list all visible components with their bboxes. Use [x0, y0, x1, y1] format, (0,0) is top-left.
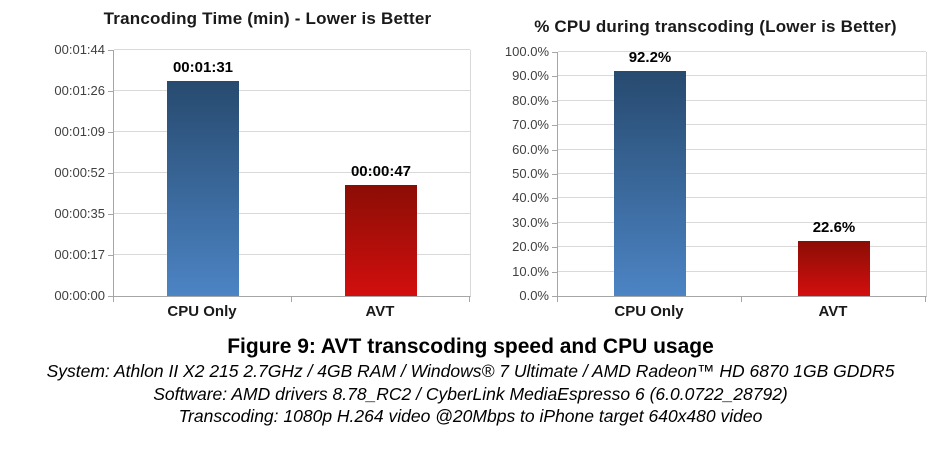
- x-axis-tick: [469, 297, 470, 302]
- y-axis-tick-label: 70.0%: [512, 117, 549, 133]
- x-axis-category-label: AVT: [818, 303, 848, 320]
- gridline: [114, 89, 470, 91]
- y-axis-tick-label: 00:00:17: [54, 247, 105, 262]
- y-axis-tick-label: 00:01:26: [54, 82, 105, 98]
- gridline: [558, 246, 926, 248]
- gridline: [558, 221, 926, 223]
- x-axis-category-label: CPU Only: [167, 303, 237, 320]
- transcoding-info-line: Transcoding: 1080p H.264 video @20Mbps t…: [178, 406, 763, 426]
- y-axis-tick: [108, 173, 113, 174]
- bar-value-label: 00:00:47: [350, 162, 412, 180]
- gridline: [558, 124, 926, 126]
- bar-avt: [345, 184, 417, 296]
- y-axis-tick: [108, 213, 113, 215]
- y-axis-tick-label: 90.0%: [512, 68, 549, 84]
- gridline: [558, 173, 926, 174]
- system-info-line: System: Athlon II X2 215 2.7GHz / 4GB RA…: [46, 361, 895, 381]
- figure-caption: Figure 9: AVT transcoding speed and CPU …: [0, 333, 941, 428]
- y-axis-tick: [552, 247, 557, 249]
- gridline: [558, 51, 926, 52]
- y-axis-tick: [108, 296, 113, 297]
- y-axis-tick: [552, 271, 557, 273]
- y-axis-tick: [552, 198, 557, 200]
- bar-avt: [798, 240, 870, 296]
- y-axis-tick-label: 00:00:52: [54, 165, 105, 180]
- y-axis-tick-label: 20.0%: [512, 239, 549, 255]
- y-axis-tick: [552, 222, 557, 224]
- x-axis-tick: [291, 297, 292, 302]
- y-axis-tick-label: 80.0%: [512, 92, 549, 108]
- y-axis-tick-label: 00:00:00: [54, 288, 105, 303]
- y-axis-tick: [552, 296, 557, 297]
- figure-caption-title: Figure 9: AVT transcoding speed and CPU …: [227, 335, 714, 358]
- plot-area: 92.2% 22.6%: [557, 49, 927, 297]
- y-axis-tick: [552, 149, 557, 151]
- y-axis-tick: [108, 255, 113, 256]
- bar-value-label: 92.2%: [628, 49, 672, 67]
- y-axis-tick-label: 00:00:35: [54, 205, 105, 221]
- bar-cpu-only: [167, 80, 239, 296]
- y-axis-tick: [552, 125, 557, 127]
- cpu-usage-chart: % CPU during transcoding (Lower is Bette…: [470, 0, 941, 330]
- gridline: [558, 197, 926, 199]
- gridline: [558, 75, 926, 77]
- bar-value-label: 22.6%: [812, 218, 856, 236]
- y-axis-tick-label: 40.0%: [512, 190, 549, 206]
- gridline: [114, 131, 470, 132]
- y-axis-tick: [108, 90, 113, 92]
- y-axis-tick: [552, 76, 557, 78]
- y-axis-tick-label: 00:01:44: [54, 42, 105, 57]
- x-axis-category-label: CPU Only: [614, 303, 684, 320]
- y-axis-tick-label: 00:01:09: [54, 124, 105, 139]
- gridline: [114, 254, 470, 255]
- gridline: [114, 172, 470, 173]
- y-axis-tick-label: 30.0%: [512, 214, 549, 230]
- y-axis-tick: [552, 52, 557, 53]
- x-axis-tick: [741, 297, 742, 302]
- y-axis-tick-label: 50.0%: [512, 166, 549, 181]
- gridline: [558, 99, 926, 101]
- bar-value-label: 00:01:31: [172, 58, 234, 76]
- x-axis-tick: [113, 297, 114, 302]
- chart-title: Trancoding Time (min) - Lower is Better: [103, 9, 432, 28]
- y-axis-tick: [108, 132, 113, 133]
- gridline: [558, 148, 926, 150]
- transcoding-time-chart: Trancoding Time (min) - Lower is Better …: [0, 0, 485, 330]
- y-axis-tick: [108, 50, 113, 51]
- gridline: [114, 212, 470, 214]
- y-axis-tick-label: 0.0%: [519, 288, 549, 303]
- gridline: [558, 270, 926, 272]
- y-axis-tick-label: 10.0%: [512, 263, 549, 279]
- x-axis-tick: [557, 297, 558, 302]
- y-axis-tick: [552, 174, 557, 175]
- x-axis-category-label: AVT: [365, 303, 395, 320]
- y-axis-tick: [552, 100, 557, 102]
- y-axis-tick-label: 60.0%: [512, 141, 549, 157]
- plot-area: 00:01:31 00:00:47: [113, 49, 471, 297]
- gridline: [114, 49, 470, 50]
- bar-cpu-only: [614, 71, 686, 296]
- software-info-line: Software: AMD drivers 8.78_RC2 / CyberLi…: [153, 383, 788, 404]
- y-axis-tick-label: 100.0%: [504, 44, 549, 59]
- chart-title: % CPU during transcoding (Lower is Bette…: [534, 17, 897, 36]
- x-axis-tick: [925, 297, 926, 302]
